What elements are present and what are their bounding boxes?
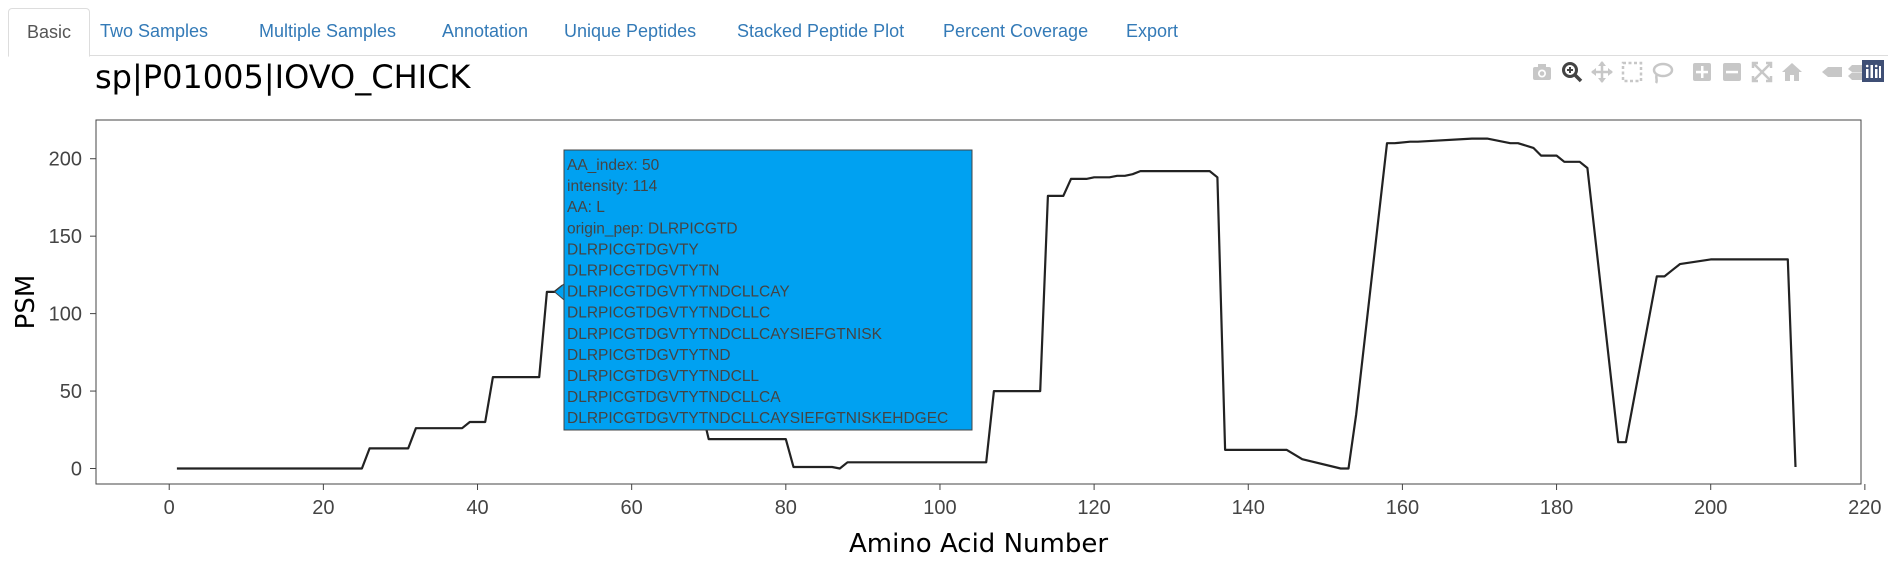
hover-tooltip <box>563 149 973 431</box>
plotly-logo-icon[interactable] <box>1862 60 1884 82</box>
autoscale-icon[interactable] <box>1750 60 1774 84</box>
lasso-select-icon[interactable] <box>1650 60 1674 84</box>
x-tick-label: 220 <box>1848 497 1881 519</box>
box-select-icon[interactable] <box>1620 60 1644 84</box>
spike-lines-icon[interactable] <box>1820 60 1844 84</box>
tooltip-line: DLRPICGTDGVTYTND <box>567 347 731 364</box>
tooltip-line: DLRPICGTDGVTYTNDCLLCAYSIEFGTNISKEHDGEC <box>567 410 948 427</box>
tab-unique-peptides[interactable]: Unique Peptides <box>564 21 697 41</box>
x-tick-label: 180 <box>1540 497 1573 519</box>
tab-bar: Basic Two Samples Multiple Samples Annot… <box>8 0 1888 57</box>
tooltip-line: DLRPICGTDGVTYTNDCLLC <box>567 305 770 322</box>
y-tick-label: 50 <box>60 381 82 403</box>
tab-stacked-peptide-plot[interactable]: Stacked Peptide Plot <box>737 21 905 41</box>
tooltip-line: DLRPICGTDGVTYTNDCLL <box>567 368 759 385</box>
tab-annotation[interactable]: Annotation <box>442 21 529 41</box>
x-tick-label: 40 <box>466 497 488 519</box>
plot-modebar <box>1522 60 1882 88</box>
tooltip-line: DLRPICGTDGVTYTNDCLLCAYSIEFGTNISK <box>567 326 883 343</box>
zoom-icon[interactable] <box>1560 60 1584 84</box>
y-tick-label: 0 <box>71 459 82 481</box>
tooltip-line: DLRPICGTDGVTYTN <box>567 263 719 280</box>
psm-series-line <box>176 137 1797 470</box>
x-tick-label: 200 <box>1694 497 1727 519</box>
zoom-in-icon[interactable] <box>1690 60 1714 84</box>
zoom-out-icon[interactable] <box>1720 60 1744 84</box>
x-axis-title: Amino Acid Number <box>849 529 1108 559</box>
x-tick-label: 80 <box>775 497 797 519</box>
x-tick-label: 20 <box>312 497 334 519</box>
tooltip-line: intensity: 114 <box>567 178 658 195</box>
y-axis-title: PSM <box>11 275 41 330</box>
y-tick-label: 200 <box>49 149 82 171</box>
tooltip-pointer <box>553 282 565 302</box>
x-tick-label: 60 <box>621 497 643 519</box>
x-tick-label: 160 <box>1386 497 1419 519</box>
x-tick-label: 120 <box>1077 497 1110 519</box>
pan-icon[interactable] <box>1590 60 1614 84</box>
tab-export[interactable]: Export <box>1126 21 1179 41</box>
tooltip-line: AA_index: 50 <box>567 157 660 174</box>
tab-percent-coverage[interactable]: Percent Coverage <box>943 21 1089 41</box>
tab-multiple-samples[interactable]: Multiple Samples <box>259 21 397 41</box>
x-tick-label: 140 <box>1232 497 1265 519</box>
tab-two-samples[interactable]: Two Samples <box>100 21 209 41</box>
tooltip-line: DLRPICGTDGVTY <box>567 241 699 258</box>
camera-icon[interactable] <box>1530 60 1554 84</box>
tooltip-line: DLRPICGTDGVTYTNDCLLCA <box>567 389 781 406</box>
x-tick-label: 0 <box>164 497 175 519</box>
plot-area-frame <box>95 119 1862 485</box>
plot-title: sp|P01005|IOVO_CHICK <box>95 58 471 96</box>
tooltip-line: AA: L <box>567 199 605 216</box>
y-tick-label: 100 <box>49 304 82 326</box>
y-tick-label: 150 <box>49 226 82 248</box>
x-tick-label: 100 <box>923 497 956 519</box>
reset-axes-icon[interactable] <box>1780 60 1804 84</box>
tab-basic[interactable]: Basic <box>8 8 91 57</box>
tooltip-line: DLRPICGTDGVTYTNDCLLCAY <box>567 284 790 301</box>
tooltip-line: origin_pep: DLRPICGTD <box>567 220 738 237</box>
